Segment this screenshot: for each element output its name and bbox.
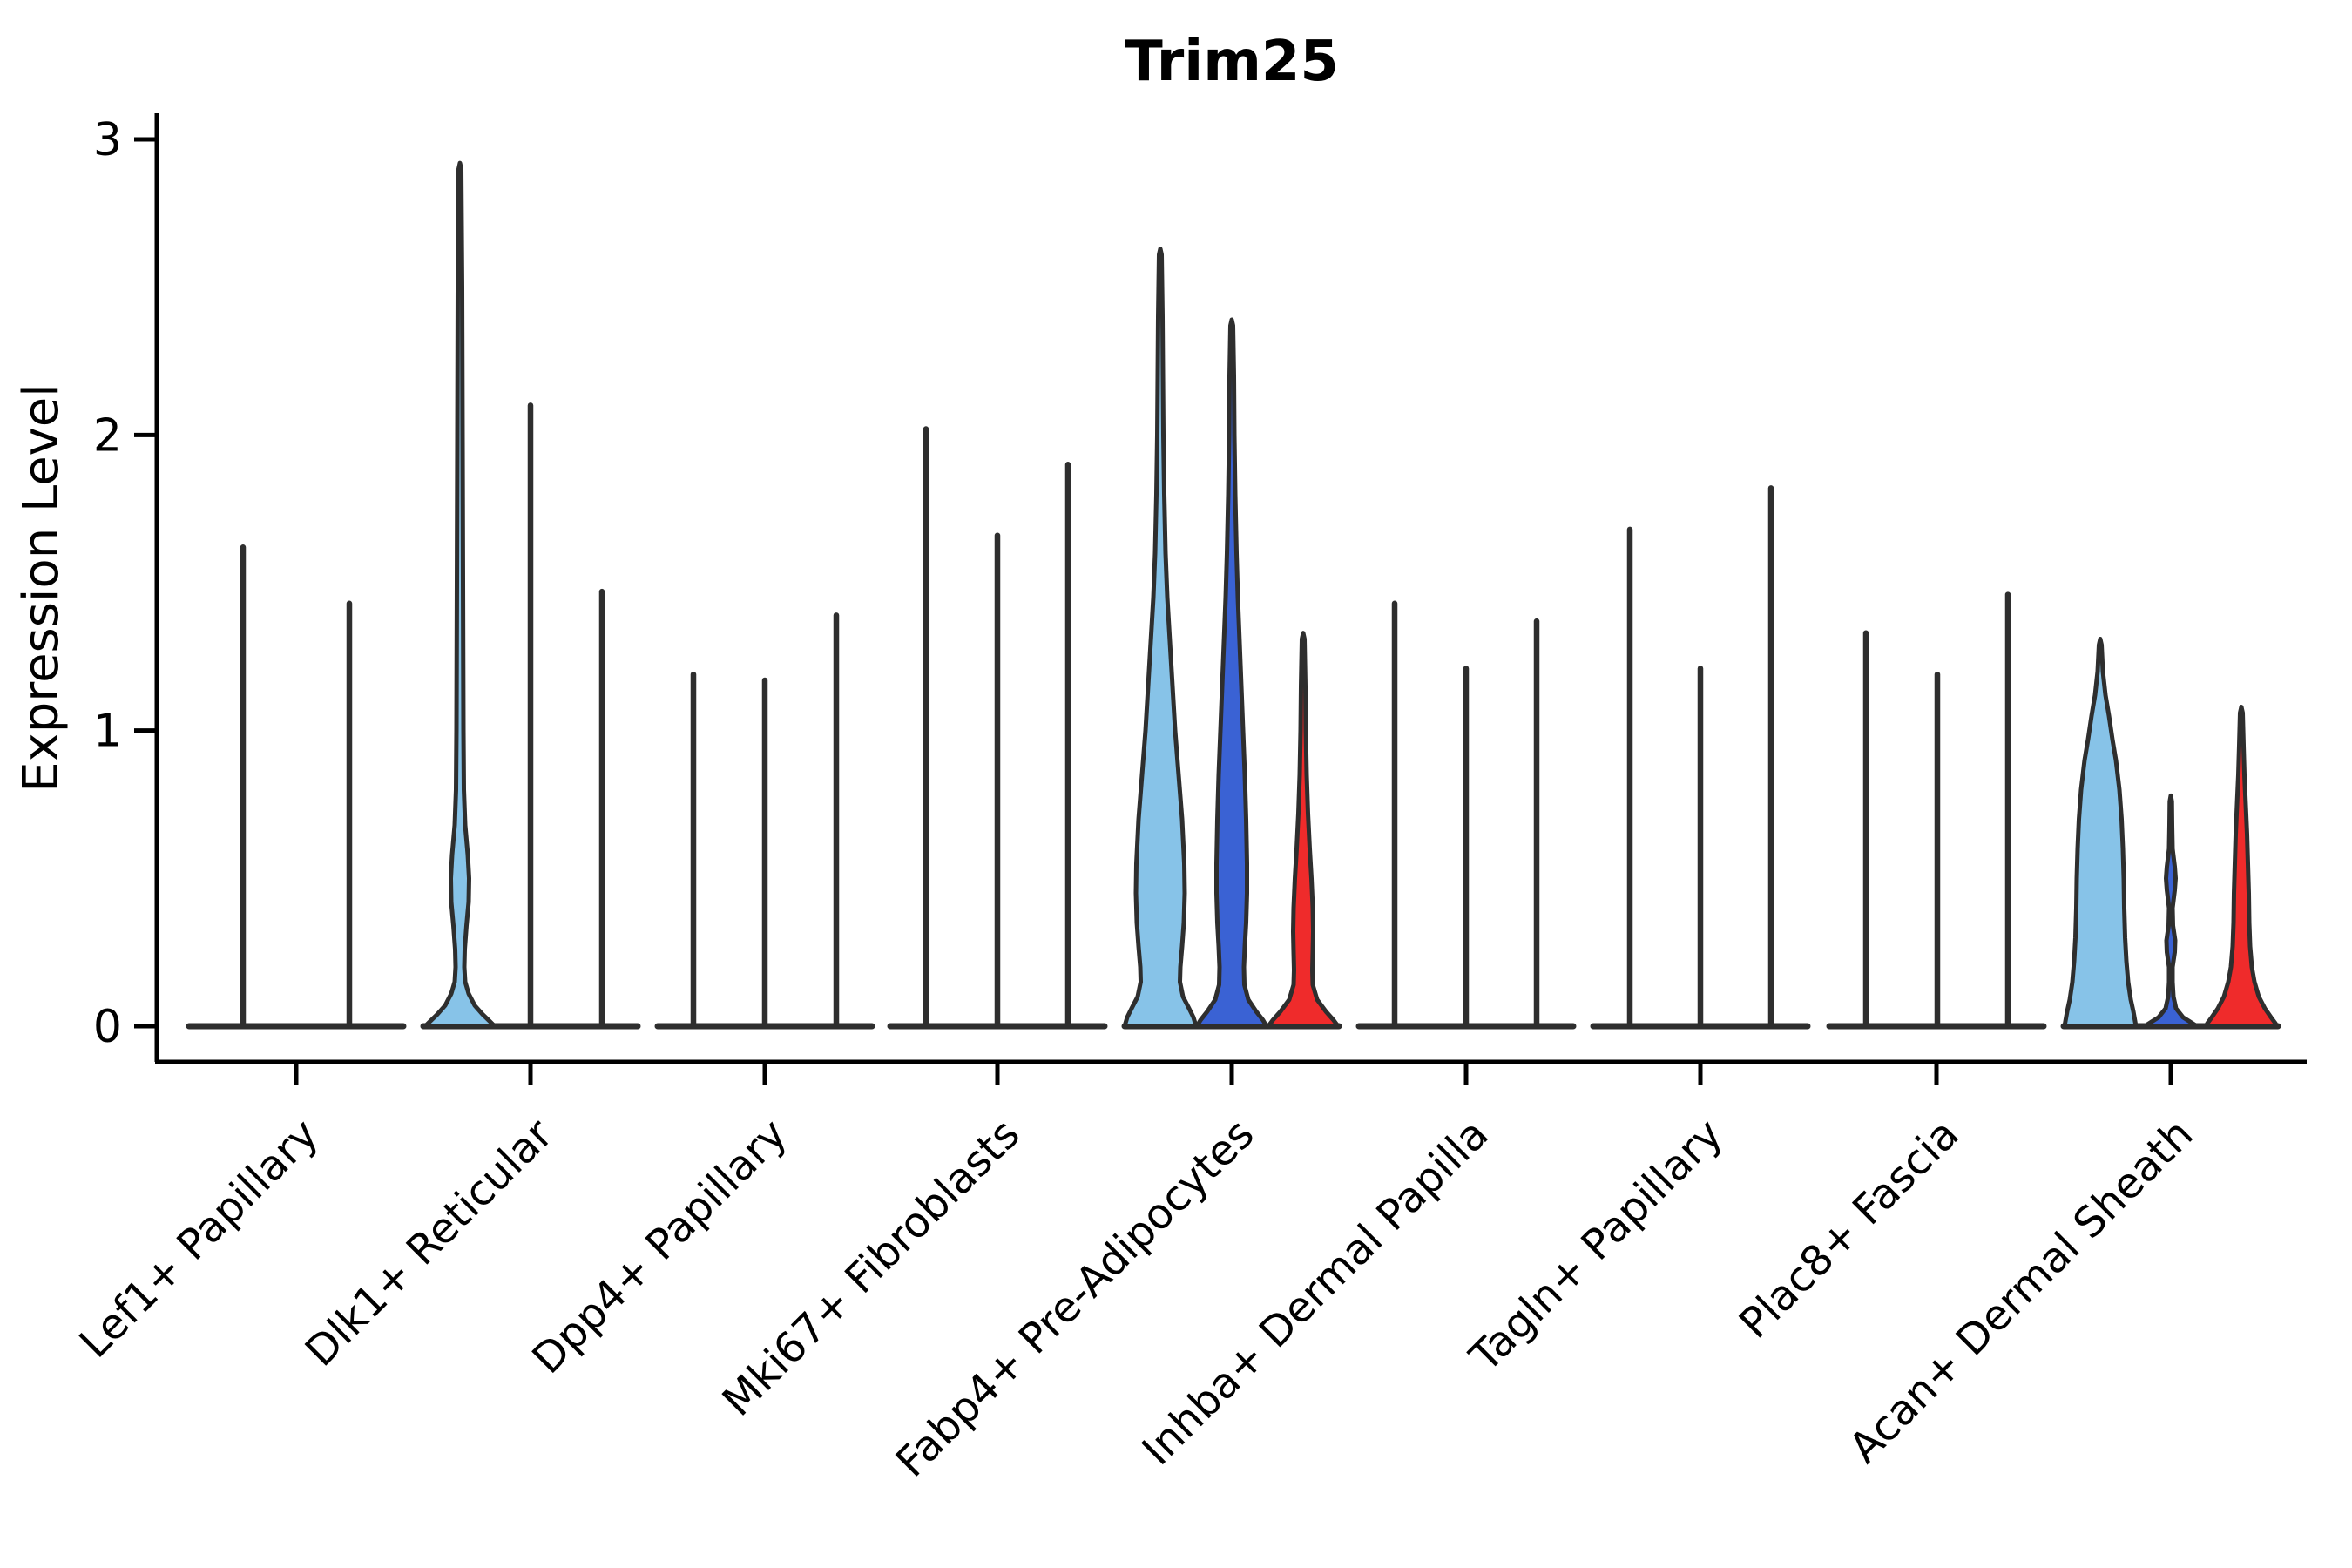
- y-tick-label: 3: [93, 114, 122, 166]
- violin-shape: [2062, 636, 2139, 1029]
- violin-shape: [422, 160, 497, 1029]
- violin-shape: [1194, 317, 1269, 1029]
- x-tick-label: Tagln+ Papillary: [1460, 1110, 1732, 1382]
- y-tick-label: 2: [93, 409, 122, 462]
- x-tick-label: Lef1+ Papillary: [71, 1110, 328, 1368]
- y-tick-label: 1: [93, 706, 122, 758]
- x-tick-label: Plac8+ Fascia: [1730, 1110, 1969, 1348]
- violin-shape: [1122, 247, 1199, 1029]
- chart-title: Trim25: [1125, 30, 1339, 94]
- violin-shape: [2142, 793, 2200, 1029]
- y-tick-label: 0: [93, 1001, 122, 1053]
- violin-shape: [1266, 631, 1341, 1029]
- x-tick-label: Dpp4+ Papillary: [523, 1110, 796, 1383]
- y-axis-label: Expression Level: [13, 383, 70, 793]
- x-tick-label: Dlk1+ Reticular: [296, 1110, 563, 1376]
- violin-shape: [2203, 705, 2280, 1029]
